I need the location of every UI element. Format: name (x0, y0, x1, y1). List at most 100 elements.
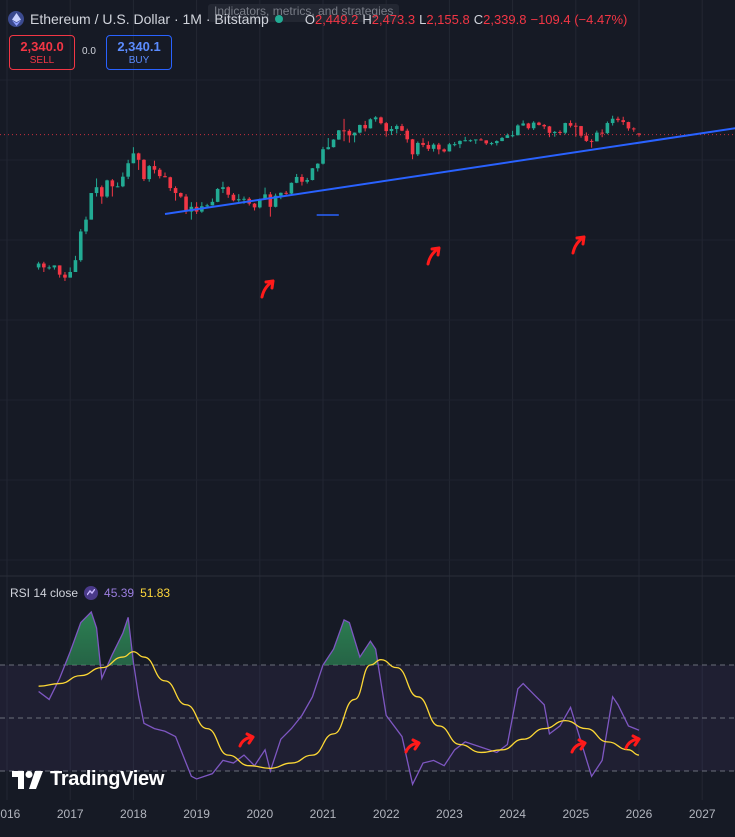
tradingview-logo[interactable]: TradingView (12, 768, 164, 791)
candle-body-65 (379, 117, 383, 124)
candle-body-87 (495, 141, 499, 144)
rsi-ma-value: 51.83 (140, 586, 171, 600)
candle-body-54 (321, 149, 325, 164)
candle-body-23 (157, 169, 162, 177)
candle-body-67 (389, 129, 394, 132)
ohlc-low: L2,155.8 (419, 11, 470, 27)
rsi-annotation-arrow-1 (404, 738, 421, 754)
ohlc-high: H2,473.3 (362, 11, 416, 27)
candle-body-88 (500, 137, 504, 142)
time-axis-label-2023: 2023 (436, 807, 463, 821)
candle-body-38 (236, 199, 241, 201)
candle-body-21 (147, 166, 151, 180)
ohlc-change: −109.4 (−4.47%) (530, 11, 628, 27)
candle-body-57 (337, 130, 341, 140)
candle-body-60 (352, 132, 357, 136)
candle-body-91 (516, 125, 520, 136)
candle-body-96 (542, 124, 546, 127)
candle-body-83 (473, 139, 478, 141)
candle-body-86 (489, 143, 494, 145)
rsi-legend[interactable]: RSI 14 close 45.39 51.83 (10, 586, 170, 600)
buy-button[interactable]: 2,340.1 BUY (106, 35, 172, 70)
candle-body-1 (42, 263, 46, 268)
candle-body-98 (552, 131, 557, 133)
indicators-overlay-tooltip: Indicators, metrics, and strategies (208, 4, 400, 22)
rsi-indicator-icon[interactable] (84, 586, 99, 600)
candle-body-27 (179, 193, 183, 197)
candle-body-35 (221, 187, 225, 189)
candle-body-4 (57, 265, 62, 275)
rsi-ma-line (38, 651, 640, 770)
annotation-arrow-path-1 (426, 246, 441, 266)
candle-body-103 (579, 126, 583, 136)
market-status-icon (274, 15, 283, 23)
time-axis-label-2026: 2026 (626, 807, 653, 821)
candle-body-45 (273, 195, 278, 207)
candle-body-80 (458, 140, 462, 145)
buy-label: BUY (128, 55, 150, 66)
candle-body-58 (342, 130, 346, 132)
rsi-value: 45.39 (104, 586, 135, 600)
candle-body-79 (452, 144, 457, 146)
annotation-arrow-1 (426, 246, 441, 266)
candle-body-42 (258, 199, 262, 208)
time-axis-label-2024: 2024 (499, 807, 526, 821)
candle-body-25 (168, 177, 173, 189)
rsi-annotation-arrow-2 (570, 738, 587, 754)
candle-body-53 (315, 163, 320, 169)
candle-body-33 (210, 201, 215, 206)
chart-header: Ethereum / U.S. Dollar · 1M · Bitstamp O… (8, 8, 627, 30)
candle-body-26 (173, 188, 178, 194)
candle-body-78 (447, 144, 452, 152)
candle-body-69 (400, 126, 404, 131)
candle-body-10 (89, 193, 94, 220)
symbol-title[interactable]: Ethereum / U.S. Dollar · 1M · Bitstamp (30, 11, 269, 27)
candle-body-36 (226, 187, 230, 195)
candle-body-99 (558, 131, 562, 133)
ohlc-values: O2,449.2 H2,473.3 L2,155.8 C2,339.8 −109… (305, 12, 628, 27)
candle-body-59 (347, 130, 352, 136)
candle-body-48 (289, 182, 294, 194)
candle-body-0 (36, 263, 41, 268)
candle-body-95 (537, 122, 541, 125)
candle-body-12 (100, 187, 104, 197)
buy-price: 2,340.1 (117, 39, 161, 54)
candle-body-101 (568, 123, 573, 126)
candle-body-7 (73, 260, 78, 272)
candle-body-39 (242, 198, 246, 200)
sell-button[interactable]: 2,340.0 SELL (9, 35, 75, 70)
candle-body-64 (373, 117, 378, 120)
candle-body-14 (110, 180, 115, 187)
candle-body-24 (163, 176, 167, 178)
candle-body-106 (595, 132, 599, 142)
candle-body-2 (47, 267, 51, 269)
candle-body-70 (405, 130, 410, 140)
ohlc-close: C2,339.8 (473, 11, 527, 27)
candle-body-37 (231, 194, 236, 201)
time-axis-label-2020: 2020 (246, 807, 273, 821)
candle-body-90 (510, 135, 515, 137)
candle-body-50 (300, 176, 304, 182)
candle-body-82 (468, 140, 473, 142)
candle-body-5 (63, 274, 67, 278)
candle-body-28 (184, 196, 188, 212)
candle-body-75 (431, 144, 436, 149)
candle-body-41 (252, 203, 257, 208)
candle-body-56 (331, 139, 336, 148)
candle-body-97 (547, 126, 552, 133)
candle-body-93 (526, 123, 531, 129)
candle-body-22 (152, 166, 157, 170)
rsi-overbought-fill (38, 612, 639, 665)
candle-body-43 (263, 194, 267, 200)
sell-price: 2,340.0 (20, 39, 64, 54)
candle-body-66 (384, 123, 388, 132)
time-axis-label-2021: 2021 (310, 807, 337, 821)
trendline (164, 127, 735, 215)
candle-body-85 (484, 140, 489, 144)
candle-body-8 (78, 231, 83, 261)
candle-body-71 (410, 139, 415, 155)
candle-body-89 (505, 135, 510, 138)
rsi-label: RSI 14 close (10, 586, 79, 600)
